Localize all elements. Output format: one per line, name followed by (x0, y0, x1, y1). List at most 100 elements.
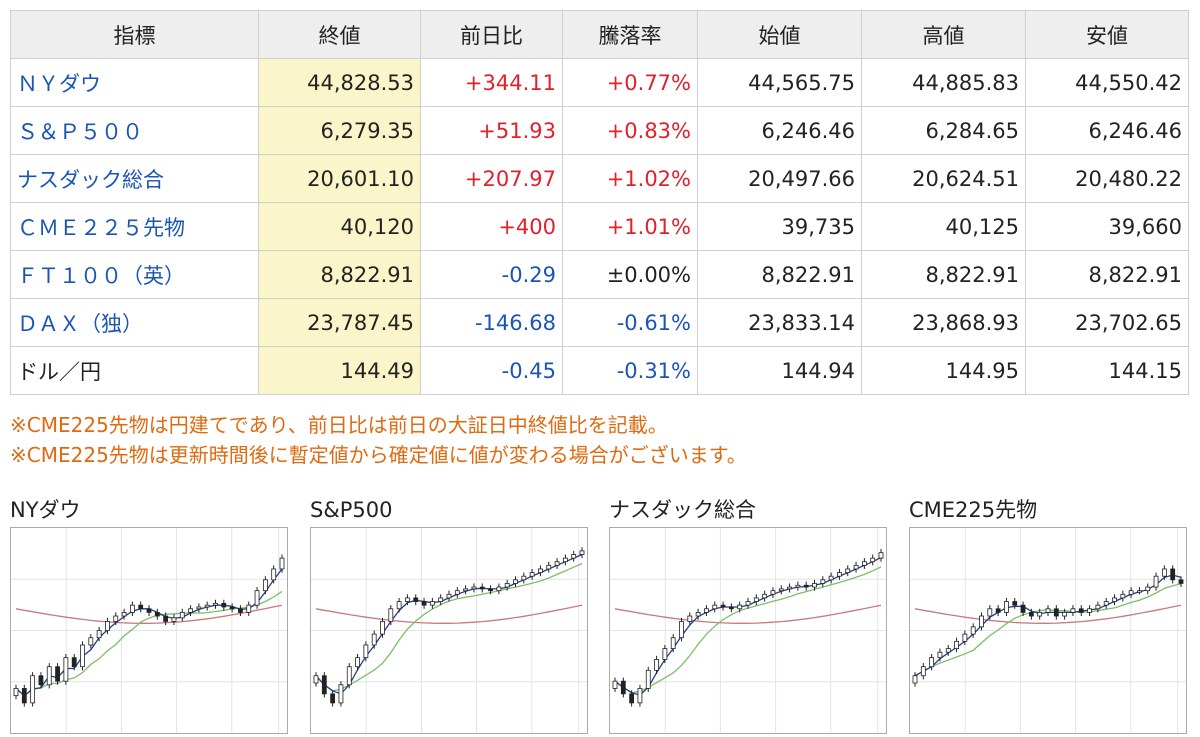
high-value: 44,885.83 (861, 58, 1026, 107)
notes: ※CME225先物は円建てであり、前日比は前日の大証日中終値比を記載。 ※CME… (10, 410, 747, 470)
index-link-cme225[interactable]: ＣＭＥ２２５先物 (17, 215, 185, 240)
candle-body (987, 608, 993, 617)
candle-body (396, 601, 402, 610)
candle-body (330, 693, 336, 704)
chart-card[interactable]: NYダウ (10, 497, 288, 734)
low-value: 144.15 (1025, 346, 1189, 395)
open-value: 39,735 (697, 202, 862, 251)
candle-body (1062, 612, 1068, 617)
chart-frame[interactable] (10, 527, 288, 734)
index-link-ft100[interactable]: ＦＴ１００（英） (17, 263, 185, 288)
candle-body (479, 586, 485, 590)
candle-body (154, 612, 160, 617)
change-pct-value: -0.31% (562, 346, 698, 395)
candle-body (554, 561, 560, 566)
candle-body (1145, 586, 1151, 592)
index-name-cell: ドル／円 (10, 346, 259, 395)
table-row: ドル／円 144.49 -0.45 -0.31% 144.94 144.95 144.15 (10, 346, 1189, 395)
candle-body (504, 583, 510, 588)
change-pct-value: +1.02% (562, 154, 698, 203)
candle-body (995, 608, 1001, 613)
candle-body (179, 612, 185, 619)
low-value: 6,246.46 (1025, 106, 1189, 155)
candle-body (238, 608, 243, 613)
candle-body (438, 597, 444, 602)
candle-body (728, 606, 734, 610)
chart-frame[interactable] (909, 527, 1187, 734)
table-row: ＮＹダウ 44,828.53 +344.11 +0.77% 44,565.75 44,88… (10, 58, 1189, 107)
change-value: +51.93 (420, 106, 563, 155)
candle-body (163, 615, 169, 622)
header-close: 終値 (258, 10, 421, 59)
low-value: 44,550.42 (1025, 58, 1189, 107)
index-name-cell: ＦＴ１００（英） (10, 250, 259, 299)
candle-body (571, 554, 577, 559)
candle-body (962, 633, 968, 642)
candle-body (1128, 590, 1134, 595)
candlestick-chart (910, 528, 1186, 733)
candle-body (279, 557, 285, 570)
table-row: ナスダック総合 20,601.10 +207.97 +1.02% 20,497.66 20… (10, 154, 1189, 203)
candle-body (421, 601, 427, 606)
close-value: 23,787.45 (258, 298, 421, 347)
candle-body (371, 633, 377, 646)
note-cme-update: ※CME225先物は更新時間後に暫定値から確定値に値が変わる場合がございます。 (10, 443, 747, 467)
open-value: 23,833.14 (697, 298, 862, 347)
candle-body (562, 557, 568, 563)
chart-title: ナスダック総合 (609, 498, 756, 522)
close-value: 6,279.35 (258, 106, 421, 155)
candle-body (1012, 601, 1018, 606)
candlestick-chart (610, 528, 886, 733)
index-name-cell: ＮＹダウ (10, 58, 259, 107)
candle-body (1103, 601, 1109, 606)
candle-body (803, 584, 809, 588)
change-value: -146.68 (420, 298, 563, 347)
low-value: 8,822.91 (1025, 250, 1189, 299)
candle-body (355, 657, 360, 668)
candle-body (1053, 608, 1059, 617)
close-value: 8,822.91 (258, 250, 421, 299)
candle-body (970, 626, 976, 635)
candle-body (1070, 608, 1076, 613)
chart-title: S&P500 (310, 498, 393, 522)
ma-short-line (315, 553, 583, 695)
header-open: 始値 (697, 10, 862, 59)
index-link-dax[interactable]: ＤＡＸ（独） (17, 311, 143, 336)
close-value: 44,828.53 (258, 58, 421, 107)
candle-body (929, 657, 935, 668)
candle-body (1087, 608, 1092, 613)
chart-title: CME225先物 (909, 498, 1038, 522)
low-value: 23,702.65 (1025, 298, 1189, 347)
candle-body (513, 579, 518, 584)
chart-card[interactable]: ナスダック総合 (609, 497, 887, 734)
chart-card[interactable]: S&P500 (310, 497, 588, 734)
table-header: 指標 終値 前日比 騰落率 始値 高値 安値 (10, 10, 1189, 59)
index-link-ny-dow[interactable]: ＮＹダウ (17, 71, 101, 96)
chart-frame[interactable] (609, 527, 887, 734)
header-index: 指標 (10, 10, 259, 59)
index-name-cell: ナスダック総合 (10, 154, 259, 203)
open-value: 44,565.75 (697, 58, 862, 107)
candlestick-chart (311, 528, 587, 733)
ma-long-line (15, 604, 283, 624)
candle-body (1112, 597, 1117, 602)
candle-body (629, 693, 635, 704)
open-value: 8,822.91 (697, 250, 862, 299)
change-pct-value: ±0.00% (562, 250, 698, 299)
candle-body (71, 657, 77, 668)
open-value: 6,246.46 (697, 106, 862, 155)
candle-body (912, 675, 918, 684)
chart-frame[interactable] (310, 527, 588, 734)
candle-body (1120, 593, 1126, 599)
ma-long-line (914, 604, 1182, 624)
ma-long-line (614, 604, 882, 624)
index-link-nasdaq[interactable]: ナスダック総合 (17, 167, 164, 192)
candle-body (1045, 608, 1051, 613)
chart-card[interactable]: CME225先物 (909, 497, 1187, 734)
candle-body (1137, 590, 1142, 593)
candle-body (171, 617, 177, 622)
index-link-sp500[interactable]: Ｓ＆Ｐ５００ (17, 119, 143, 144)
change-value: +400 (420, 202, 563, 251)
candle-body (463, 588, 469, 592)
candle-body (21, 688, 27, 704)
